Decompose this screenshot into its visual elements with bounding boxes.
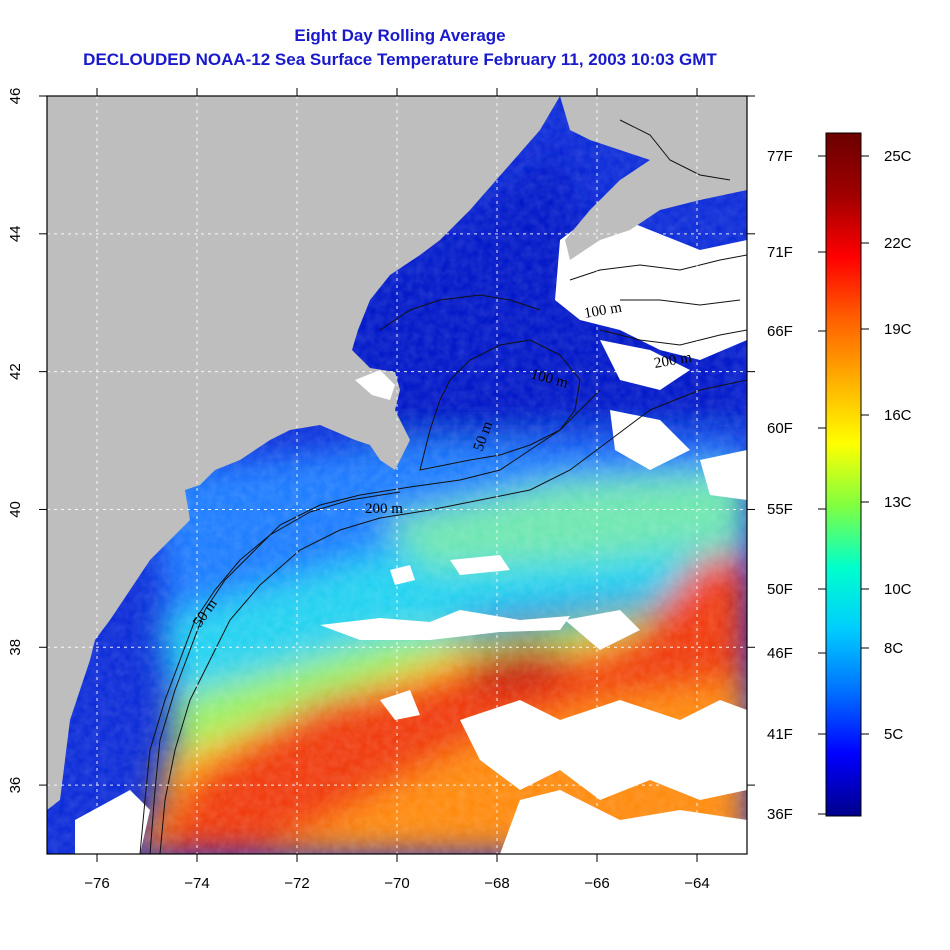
lon-tick-label: −70 [384,875,409,892]
colorbar-fahrenheit-label: 46F [767,645,793,662]
colorbar-fahrenheit-label: 71F [767,244,793,261]
colorbar-celsius-labels: 25C 22C 19C 16C 13C 10C 8C 5C [861,148,912,743]
contour-label-100m-ne: 100 m [583,300,623,322]
lat-tick-label: 42 [7,363,24,380]
colorbar-fahrenheit-label: 55F [767,501,793,518]
colorbar-celsius-label: 19C [884,321,912,338]
colorbar-celsius-label: 16C [884,407,912,424]
colorbar-fahrenheit-label: 66F [767,323,793,340]
colorbar-fahrenheit-labels: 77F 71F 66F 60F 55F 50F 46F 41F 36F [767,148,826,823]
colorbar-celsius-label: 8C [884,640,903,657]
lon-tick-label: −76 [84,875,109,892]
colorbar-fahrenheit-label: 50F [767,581,793,598]
lon-tick-label: −68 [484,875,509,892]
colorbar-fahrenheit-label: 36F [767,806,793,823]
longitude-axis: −76 −74 −72 −70 −68 −66 −64 [84,88,710,892]
colorbar-celsius-label: 22C [884,235,912,252]
colorbar-celsius-label: 13C [884,494,912,511]
lat-tick-label: 44 [7,225,24,242]
land-mass [47,96,747,810]
chart-title: Eight Day Rolling Average [294,26,506,45]
lat-tick-label: 38 [7,639,24,656]
lon-tick-label: −64 [684,875,709,892]
colorbar-fahrenheit-label: 41F [767,726,793,743]
bathymetry-contours [139,119,747,854]
colorbar-celsius-label: 5C [884,726,903,743]
contour-label-200m: 200 m [365,501,403,517]
latitude-axis: 36 38 40 42 44 46 [7,88,755,794]
lat-tick-label: 46 [7,88,24,105]
lon-tick-label: −74 [184,875,209,892]
colorbar-fahrenheit-label: 77F [767,148,793,165]
lat-tick-label: 40 [7,501,24,518]
lon-tick-label: −72 [284,875,309,892]
map-gridlines [47,96,747,854]
lon-tick-label: −66 [584,875,609,892]
colorbar-celsius-label: 10C [884,581,912,598]
lat-tick-label: 36 [7,777,24,794]
cloud-patches [75,118,747,854]
colorbar-gradient [825,132,862,817]
colorbar-fahrenheit-label: 60F [767,420,793,437]
colorbar-celsius-label: 25C [884,148,912,165]
map-area: 50 m 200 m 100 m 50 m 100 m 200 m [47,96,747,854]
chart-subtitle: DECLOUDED NOAA-12 Sea Surface Temperatur… [83,50,717,69]
colorbar: 25C 22C 19C 16C 13C 10C 8C 5C 77F 71F 66F 60F 55F 50… [767,132,912,823]
contour-label-200m-ne: 200 m [653,350,693,372]
